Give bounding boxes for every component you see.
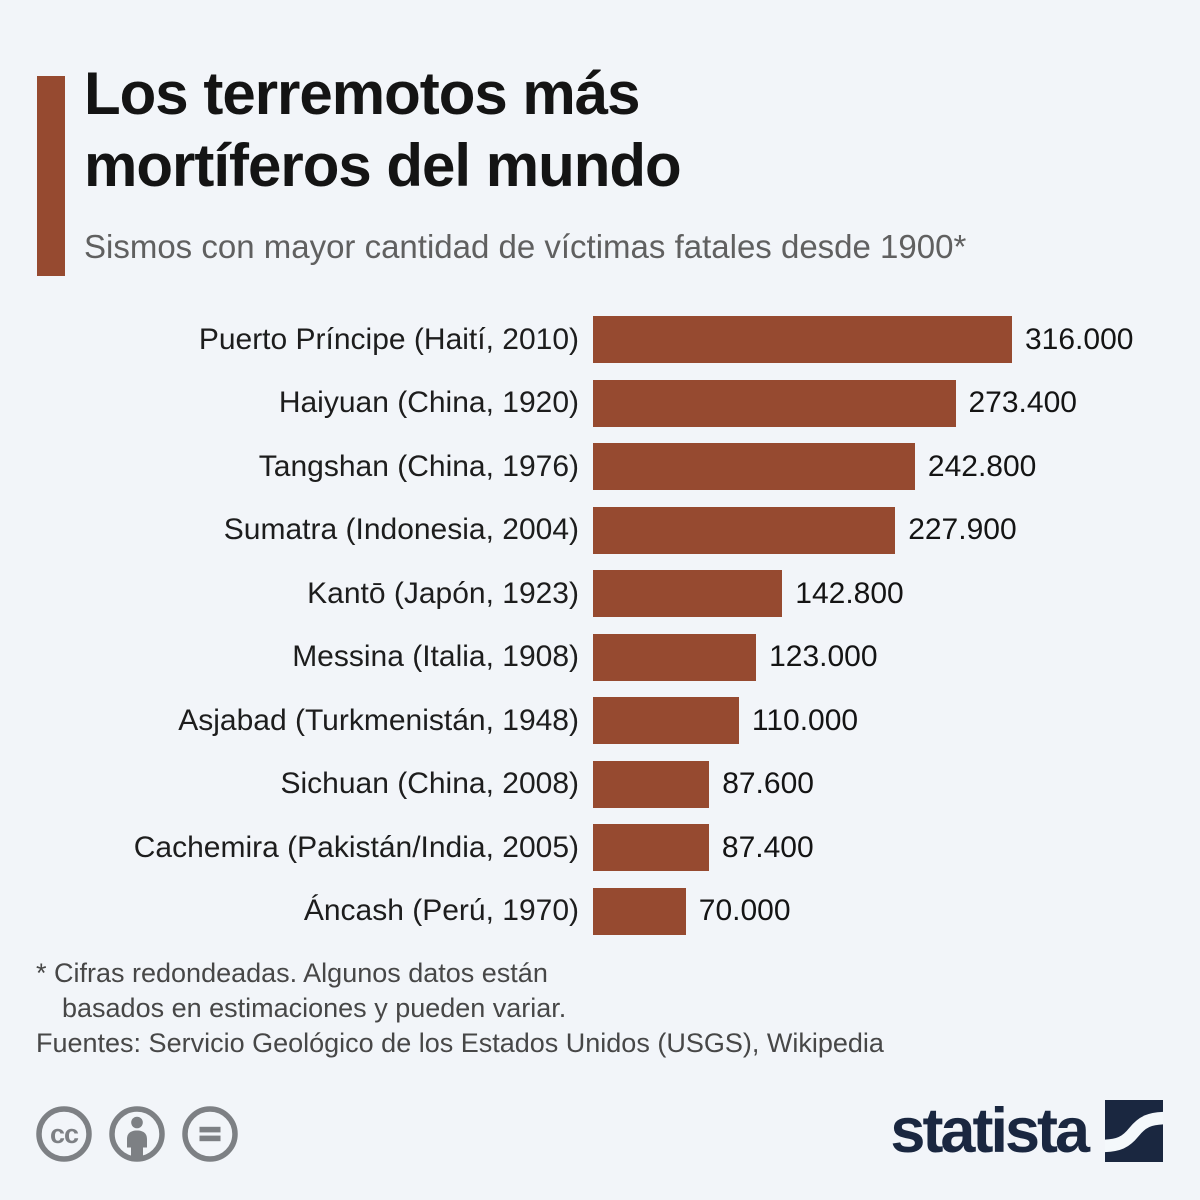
bar-value: 87.400 — [721, 830, 814, 864]
bar — [593, 887, 686, 935]
chart-row: Puerto Príncipe (Haití, 2010) 316.000 — [0, 308, 1200, 372]
bar-label: Cachemira (Pakistán/India, 2005) — [133, 830, 579, 864]
chart-row: Áncash (Perú, 1970) 70.000 — [0, 880, 1200, 944]
chart-row: Tangshan (China, 1976) 242.800 — [0, 435, 1200, 499]
page-title: Los terremotos más mortíferos del mundo — [84, 58, 682, 202]
footnote-sources: Fuentes: Servicio Geológico de los Estad… — [36, 1028, 884, 1058]
cc-icon[interactable]: cc — [35, 1105, 93, 1163]
equals-icon[interactable] — [181, 1105, 239, 1163]
bar — [593, 316, 1012, 364]
bar-value: 227.900 — [908, 513, 1017, 547]
bar — [593, 760, 710, 808]
bar-chart: Puerto Príncipe (Haití, 2010) 316.000 Haiy… — [0, 308, 1200, 943]
statista-logo-mark — [1105, 1100, 1163, 1162]
bar-value: 242.800 — [927, 449, 1037, 483]
bar-label: Tangshan (China, 1976) — [258, 449, 579, 483]
bar-area: 227.900 — [593, 506, 1200, 554]
chart-row: Cachemira (Pakistán/India, 2005) 87.400 — [0, 816, 1200, 880]
chart-row: Haiyuan (China, 1920) 273.400 — [0, 372, 1200, 436]
svg-text:cc: cc — [50, 1119, 79, 1149]
title-line-2: mortíferos del mundo — [84, 132, 682, 199]
chart-row: Sichuan (China, 2008) 87.600 — [0, 753, 1200, 817]
bar-label: Áncash (Perú, 1970) — [303, 894, 579, 928]
bar — [593, 570, 783, 618]
bar-label: Puerto Príncipe (Haití, 2010) — [198, 322, 579, 356]
bar-area: 87.600 — [593, 760, 1200, 808]
bar-value: 70.000 — [698, 894, 791, 928]
bar-area: 110.000 — [593, 697, 1200, 745]
statista-logo[interactable]: statista — [890, 1096, 1163, 1167]
bar-area: 273.400 — [593, 379, 1200, 427]
bar — [593, 443, 915, 491]
bar — [593, 379, 956, 427]
chart-row: Messina (Italia, 1908) 123.000 — [0, 626, 1200, 690]
bar — [593, 506, 896, 554]
statista-logo-text: statista — [890, 1096, 1090, 1167]
bar-value: 316.000 — [1025, 322, 1134, 356]
bar-value: 273.400 — [968, 386, 1077, 420]
bar-label: Sumatra (Indonesia, 2004) — [223, 513, 579, 547]
bar-value: 87.600 — [722, 767, 814, 801]
bar-area: 123.000 — [593, 633, 1200, 681]
bar-value: 110.000 — [751, 703, 859, 737]
chart-subtitle: Sismos con mayor cantidad de víctimas fa… — [84, 228, 967, 265]
bar-area: 142.800 — [593, 570, 1200, 618]
bar-label: Sichuan (China, 2008) — [280, 767, 579, 801]
bar-value: 123.000 — [769, 640, 878, 674]
footnote: * Cifras redondeadas. Algunos datos está… — [36, 956, 884, 1061]
cc-license-badges[interactable]: cc — [35, 1105, 239, 1163]
chart-row: Kantō (Japón, 1923) 142.800 — [0, 562, 1200, 626]
footnote-line-2: basados en estimaciones y pueden variar. — [62, 993, 567, 1023]
bar-area: 242.800 — [593, 443, 1200, 491]
chart-row: Asjabad (Turkmenistán, 1948) 110.000 — [0, 689, 1200, 753]
chart-row: Sumatra (Indonesia, 2004) 227.900 — [0, 499, 1200, 563]
title-accent-bar — [37, 76, 65, 276]
bar — [593, 697, 739, 745]
bar-area: 316.000 — [593, 316, 1200, 364]
attribution-icon[interactable] — [108, 1105, 166, 1163]
bar-area: 70.000 — [593, 887, 1200, 935]
bar-label: Haiyuan (China, 1920) — [278, 386, 579, 420]
bar-area: 87.400 — [593, 824, 1200, 872]
bar — [593, 633, 757, 681]
bar-value: 142.800 — [795, 576, 904, 610]
bar-label: Kantō (Japón, 1923) — [307, 576, 579, 610]
bar-label: Asjabad (Turkmenistán, 1948) — [178, 703, 579, 737]
footnote-line-1: * Cifras redondeadas. Algunos datos está… — [36, 958, 548, 988]
bar — [593, 824, 709, 872]
title-line-1: Los terremotos más — [84, 60, 641, 127]
bar-label: Messina (Italia, 1908) — [292, 640, 579, 674]
